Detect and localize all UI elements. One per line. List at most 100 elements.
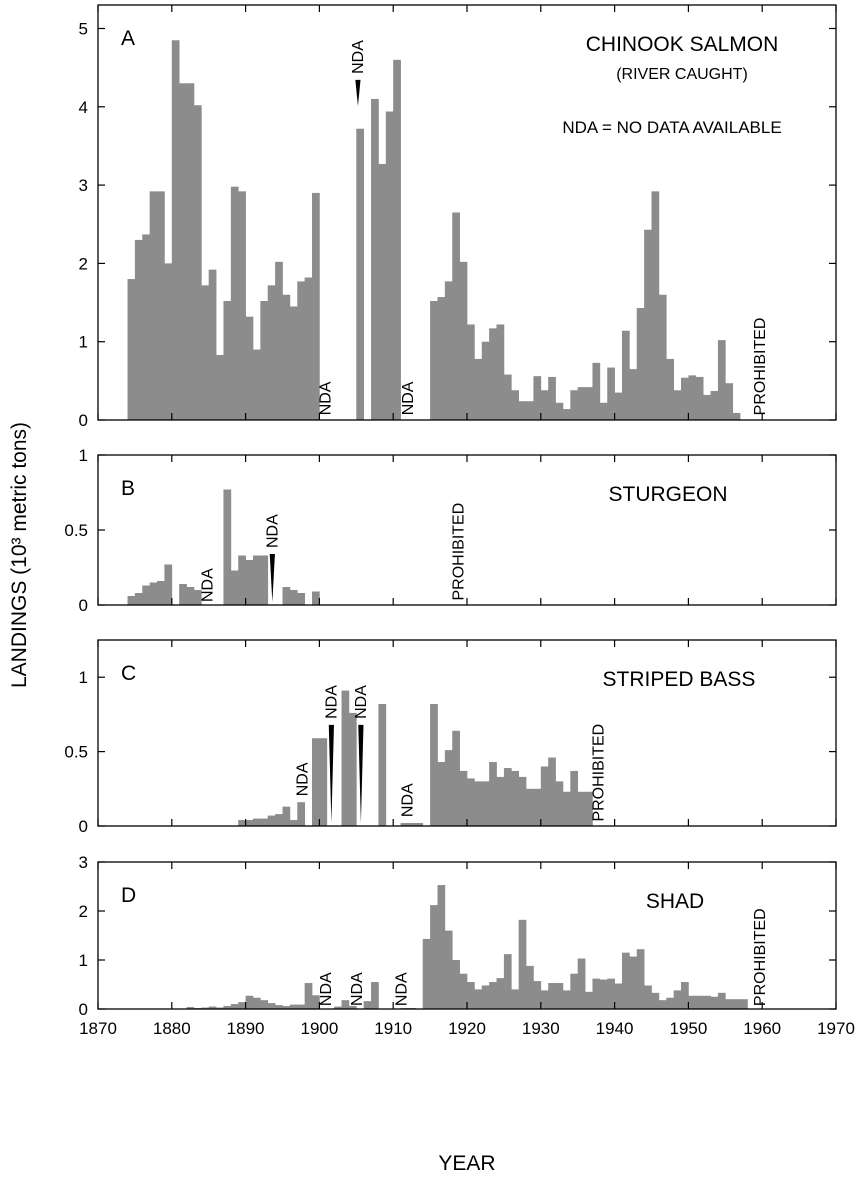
bar-b-1895: [282, 587, 291, 605]
bar-c-1917: [444, 750, 453, 826]
bar-a-1884: [201, 285, 210, 420]
bar-d-1930: [540, 990, 549, 1009]
bar-a-1941: [621, 330, 630, 420]
bar-c-1926: [511, 770, 520, 826]
bar-d-1916: [437, 885, 446, 1009]
bar-c-1894: [275, 814, 283, 826]
bar-d-1956: [732, 999, 741, 1009]
bar-a-1880: [171, 40, 180, 421]
bar-a-1918: [452, 212, 460, 420]
y-tick-label: 0: [79, 817, 88, 836]
nda-pointer: [328, 724, 334, 824]
panel-subtitle: (RIVER CAUGHT): [616, 66, 748, 83]
bar-a-1923: [489, 328, 497, 420]
bar-b-1887: [223, 489, 232, 605]
bar-c-1931: [548, 757, 556, 826]
bar-d-1890: [245, 995, 254, 1009]
bar-a-1944: [644, 229, 652, 420]
bar-d-1927: [518, 919, 527, 1009]
panel-c: 0 0.5 1 C STRIPED BASS NDA NDA NDA NDA PROHIBITED: [64, 639, 837, 836]
nda-label: NDA: [350, 40, 367, 74]
nda-label: NDA: [323, 685, 340, 719]
bar-c-1929: [533, 788, 542, 826]
y-tick-label: 1: [79, 951, 88, 970]
nda-pointer: [358, 724, 364, 824]
bar-c-1916: [437, 762, 446, 826]
bar-a-1945: [651, 191, 660, 420]
bar-d-1932: [555, 983, 564, 1009]
bar-d-1922: [481, 985, 490, 1009]
x-tick-label: 1970: [817, 1019, 855, 1038]
y-tick-label: 2: [79, 254, 88, 273]
bar-a-1876: [142, 234, 151, 420]
bar-a-1938: [599, 402, 608, 420]
bar-d-1894: [275, 1005, 283, 1009]
bar-d-1918: [452, 960, 460, 1009]
bar-a-1907: [371, 98, 379, 420]
panel-title: CHINOOK SALMON: [586, 33, 779, 56]
bar-a-1943: [636, 308, 645, 420]
bar-a-1885: [208, 269, 217, 420]
bar-a-1946: [658, 294, 667, 420]
bar-a-1942: [629, 369, 638, 420]
bar-b-1889: [238, 555, 246, 605]
bar-b-1879: [164, 564, 173, 605]
bar-c-1892: [260, 818, 269, 826]
y-tick-label: 1: [79, 668, 88, 687]
bar-d-1893: [267, 1003, 276, 1009]
bar-d-1941: [621, 952, 630, 1009]
bar-a-1930: [540, 390, 549, 420]
bar-a-1897: [297, 281, 305, 420]
bar-b-1876: [142, 585, 151, 605]
bar-a-1937: [592, 362, 601, 420]
bar-a-1898: [304, 277, 313, 420]
bar-b-1881: [179, 584, 187, 605]
bar-d-1950: [688, 995, 697, 1009]
bar-a-1921: [474, 358, 483, 420]
nda-label: NDA: [317, 381, 334, 415]
nda-label: NDA: [353, 685, 370, 719]
bar-d-1923: [489, 982, 497, 1009]
bar-a-1874: [127, 279, 136, 420]
bar-d-1885: [208, 1006, 217, 1009]
bar-a-1910: [393, 59, 401, 421]
bar-d-1889: [238, 1002, 246, 1009]
bar-d-1952: [703, 995, 711, 1009]
x-tick-label: 1880: [153, 1019, 191, 1038]
x-axis-title: YEAR: [438, 1152, 495, 1175]
bar-c-1896: [289, 820, 298, 826]
bar-a-1878: [157, 191, 165, 420]
bar-d-1907: [371, 982, 379, 1009]
bar-c-1930: [540, 766, 549, 826]
bar-a-1939: [607, 367, 615, 420]
bar-a-1947: [666, 358, 674, 420]
bar-c-1921: [474, 781, 483, 826]
bar-c-1895: [282, 806, 291, 826]
bar-c-1918: [452, 730, 460, 826]
bar-d-1903: [341, 1000, 350, 1009]
bar-d-1944: [644, 985, 652, 1009]
y-tick-label: 4: [79, 98, 88, 117]
bar-c-1919: [459, 770, 468, 826]
bar-c-1889: [238, 820, 246, 826]
bar-a-1931: [548, 376, 556, 420]
nda-legend-note: NDA = NO DATA AVAILABLE: [562, 118, 781, 137]
bar-c-1936: [585, 791, 593, 826]
nda-label: NDA: [349, 972, 366, 1006]
y-axis-title: LANDINGS (10³ metric tons): [8, 422, 31, 688]
bar-a-1922: [481, 341, 490, 420]
panel-letter: C: [121, 662, 136, 685]
bar-d-1939: [607, 978, 615, 1009]
bar-c-1928: [526, 788, 534, 826]
bar-d-1924: [496, 978, 505, 1009]
bar-c-1890: [245, 820, 254, 826]
bar-a-1954: [717, 340, 726, 420]
bar-d-1917: [444, 930, 453, 1009]
nda-label: NDA: [318, 972, 335, 1006]
prohibited-label: PROHIBITED: [752, 908, 769, 1006]
bar-a-1889: [238, 191, 246, 420]
bar-a-1887: [223, 300, 232, 420]
bar-a-1924: [496, 324, 505, 420]
x-tick-label: 1950: [669, 1019, 707, 1038]
